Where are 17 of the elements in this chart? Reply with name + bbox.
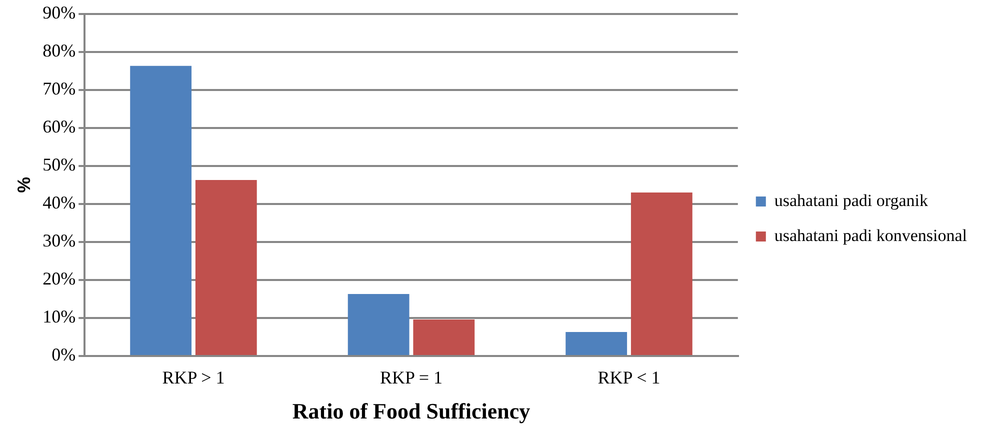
y-tick-label: 70% — [42, 78, 76, 99]
y-tick-label: 20% — [42, 268, 76, 289]
y-tick-label: 10% — [42, 306, 76, 327]
y-tick-label: 40% — [42, 192, 76, 213]
legend-label: usahatani padi organik — [774, 190, 928, 210]
legend-label: usahatani padi konvensional — [774, 226, 968, 245]
y-tick-label: 50% — [42, 154, 76, 175]
x-tick-label: RKP > 1 — [162, 368, 225, 388]
x-axis-title: Ratio of Food Sufficiency — [292, 398, 530, 424]
x-tick-label: RKP = 1 — [380, 368, 442, 388]
y-tick-label: 0% — [52, 344, 76, 365]
y-tick-label: 80% — [42, 40, 76, 61]
x-tick-label: RKP < 1 — [598, 368, 660, 388]
y-tick-label: 90% — [42, 2, 76, 23]
y-axis-title: % — [14, 176, 34, 193]
y-tick-label: 60% — [42, 116, 76, 137]
y-tick-label: 30% — [42, 230, 76, 251]
